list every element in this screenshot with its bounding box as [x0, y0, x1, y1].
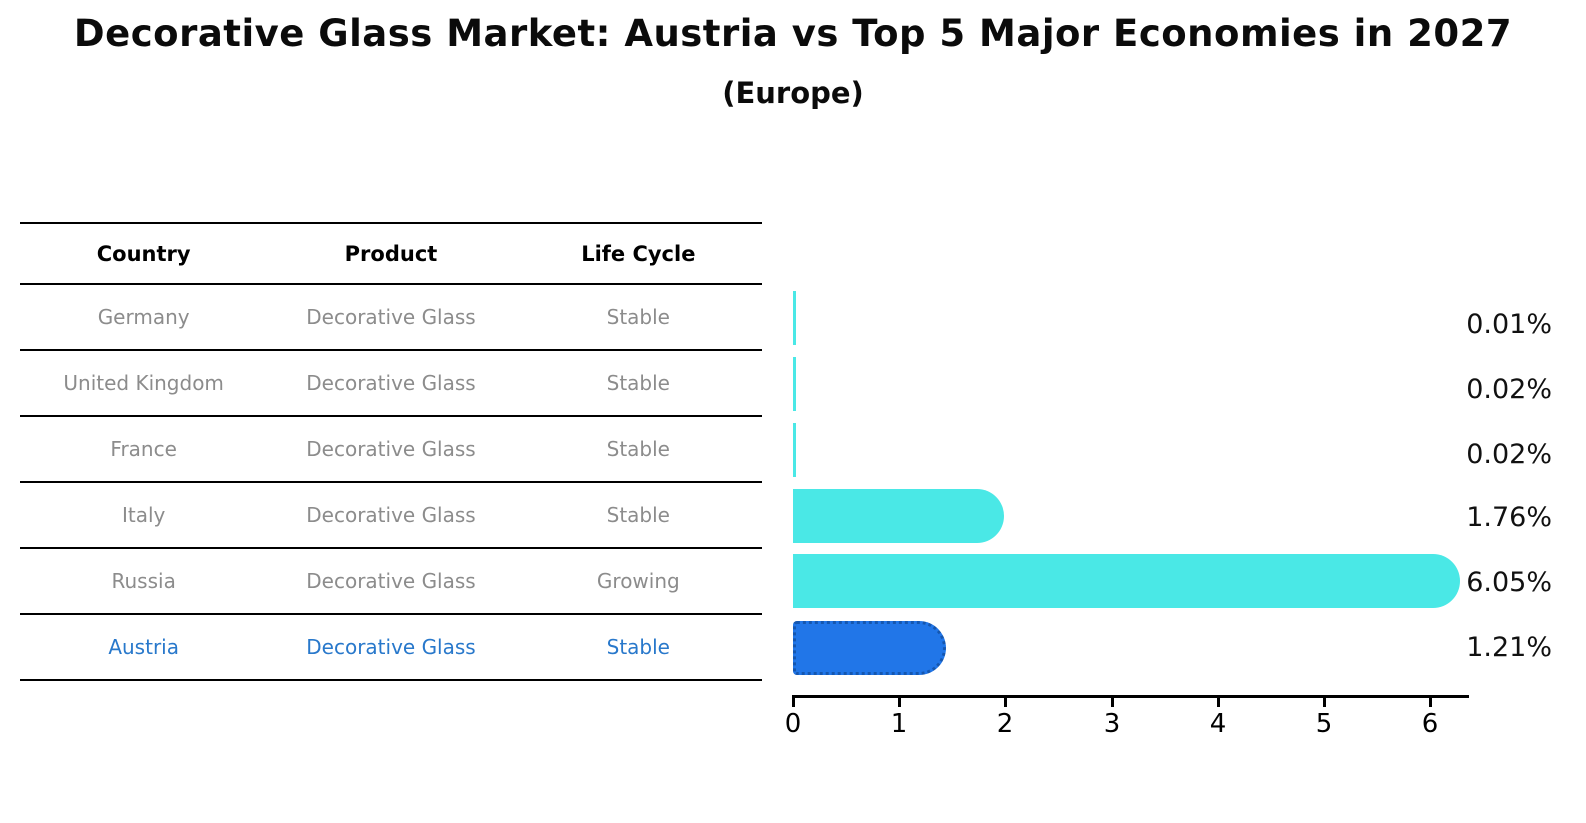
- bar-italy: [793, 489, 1004, 543]
- tick-label: 3: [1103, 709, 1121, 739]
- cell-life-cycle: Stable: [606, 305, 670, 329]
- table-row-france: France Decorative Glass Stable: [20, 417, 762, 483]
- x-axis-line: [792, 695, 1469, 698]
- cell-country: Italy: [121, 503, 166, 527]
- value-label-germany: 0.01%: [1466, 309, 1552, 340]
- table-row-russia: Russia Decorative Glass Growing: [20, 549, 762, 615]
- tick-mark: [1428, 698, 1432, 707]
- tick-mark: [1216, 698, 1220, 707]
- cell-country: Russia: [111, 569, 176, 593]
- tick-mark: [1110, 698, 1114, 707]
- table-header-row: Country Product Life Cycle: [20, 222, 762, 285]
- value-label-united-kingdom: 0.02%: [1466, 374, 1552, 405]
- cell-country: Austria: [108, 635, 179, 659]
- tick-label: 2: [996, 709, 1014, 739]
- cell-life-cycle: Stable: [606, 635, 670, 659]
- cell-product: Decorative Glass: [306, 569, 476, 593]
- cell-product: Decorative Glass: [306, 305, 476, 329]
- table-row-italy: Italy Decorative Glass Stable: [20, 483, 762, 549]
- tick-label: 6: [1421, 709, 1439, 739]
- table-row-united-kingdom: United Kingdom Decorative Glass Stable: [20, 351, 762, 417]
- tick-label: 5: [1315, 709, 1333, 739]
- tick-label: 0: [784, 709, 802, 739]
- cell-country: France: [110, 437, 177, 461]
- bar-united-kingdom: [793, 357, 796, 411]
- country-table: Country Product Life Cycle Germany Decor…: [20, 222, 762, 681]
- tick-mark: [897, 698, 901, 707]
- cell-product: Decorative Glass: [306, 371, 476, 395]
- tick-mark: [1003, 698, 1007, 707]
- bar-austria-highlighted: [793, 621, 946, 675]
- bar-russia: [793, 554, 1460, 608]
- column-header-country: Country: [96, 241, 191, 266]
- cell-country: Germany: [97, 305, 190, 329]
- cell-life-cycle: Stable: [606, 437, 670, 461]
- tick-label: 1: [890, 709, 908, 739]
- cell-product: Decorative Glass: [306, 503, 476, 527]
- table-row-austria-highlighted: Austria Decorative Glass Stable: [20, 615, 762, 681]
- value-label-italy: 1.76%: [1466, 502, 1552, 533]
- cell-life-cycle: Stable: [606, 371, 670, 395]
- cell-life-cycle: Growing: [596, 569, 680, 593]
- cell-country: United Kingdom: [63, 371, 224, 395]
- tick-mark: [1322, 698, 1326, 707]
- column-header-life-cycle: Life Cycle: [581, 241, 696, 266]
- table-row-germany: Germany Decorative Glass Stable: [20, 285, 762, 351]
- bar-germany: [793, 291, 796, 345]
- chart-title: Decorative Glass Market: Austria vs Top …: [73, 12, 1513, 55]
- chart-subtitle: (Europe): [722, 76, 864, 110]
- column-header-product: Product: [344, 241, 438, 266]
- value-label-russia: 6.05%: [1466, 567, 1552, 598]
- tick-label: 4: [1209, 709, 1227, 739]
- value-label-austria: 1.21%: [1466, 632, 1552, 663]
- bar-france: [793, 423, 796, 477]
- cell-life-cycle: Stable: [606, 503, 670, 527]
- value-label-france: 0.02%: [1466, 439, 1552, 470]
- tick-mark: [791, 698, 795, 707]
- cell-product: Decorative Glass: [306, 635, 476, 659]
- cell-product: Decorative Glass: [306, 437, 476, 461]
